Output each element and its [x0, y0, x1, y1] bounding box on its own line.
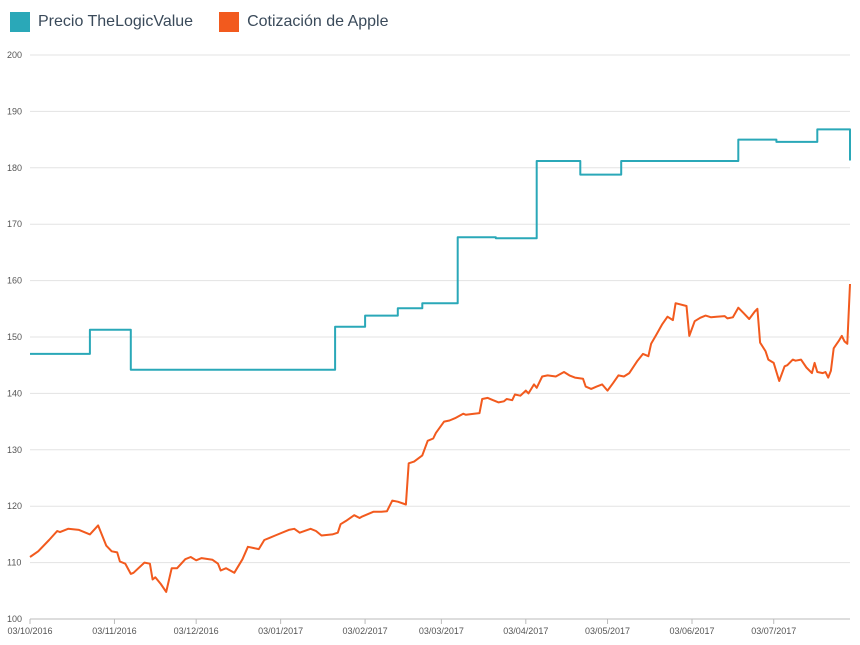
legend-item-tlv[interactable]: Precio TheLogicValue — [10, 12, 193, 32]
y-tick-label: 130 — [7, 445, 22, 455]
legend-swatch-apple — [219, 12, 240, 32]
x-tick-label: 03/02/2017 — [343, 626, 388, 636]
y-tick-label: 170 — [7, 219, 22, 229]
x-tick-label: 03/03/2017 — [419, 626, 464, 636]
legend-swatch-tlv — [10, 12, 30, 32]
legend-label-apple: Cotización de Apple — [247, 13, 389, 30]
legend-item-apple[interactable]: Cotización de Apple — [219, 12, 389, 32]
x-tick-label: 03/12/2016 — [174, 626, 219, 636]
x-tick-label: 03/04/2017 — [503, 626, 548, 636]
y-tick-label: 110 — [7, 558, 21, 568]
y-tick-label: 150 — [7, 332, 22, 342]
y-tick-label: 100 — [7, 614, 22, 624]
x-tick-label: 03/07/2017 — [751, 626, 796, 636]
y-tick-label: 180 — [7, 163, 22, 173]
chart-legend: Precio TheLogicValue Cotización de Apple — [10, 12, 389, 32]
y-tick-label: 140 — [7, 388, 22, 398]
x-tick-label: 03/01/2017 — [258, 626, 303, 636]
x-tick-label: 03/11/2016 — [92, 626, 136, 636]
legend-label-tlv: Precio TheLogicValue — [38, 13, 194, 30]
x-tick-label: 03/05/2017 — [585, 626, 630, 636]
y-tick-label: 190 — [7, 106, 22, 116]
series-line-apple — [29, 283, 851, 593]
y-tick-label: 160 — [7, 276, 22, 286]
x-tick-label: 03/06/2017 — [669, 626, 714, 636]
series-line-tlv — [30, 128, 851, 371]
x-tick-label: 03/10/2016 — [7, 626, 52, 636]
y-tick-label: 200 — [7, 50, 22, 60]
y-tick-label: 120 — [7, 501, 22, 511]
